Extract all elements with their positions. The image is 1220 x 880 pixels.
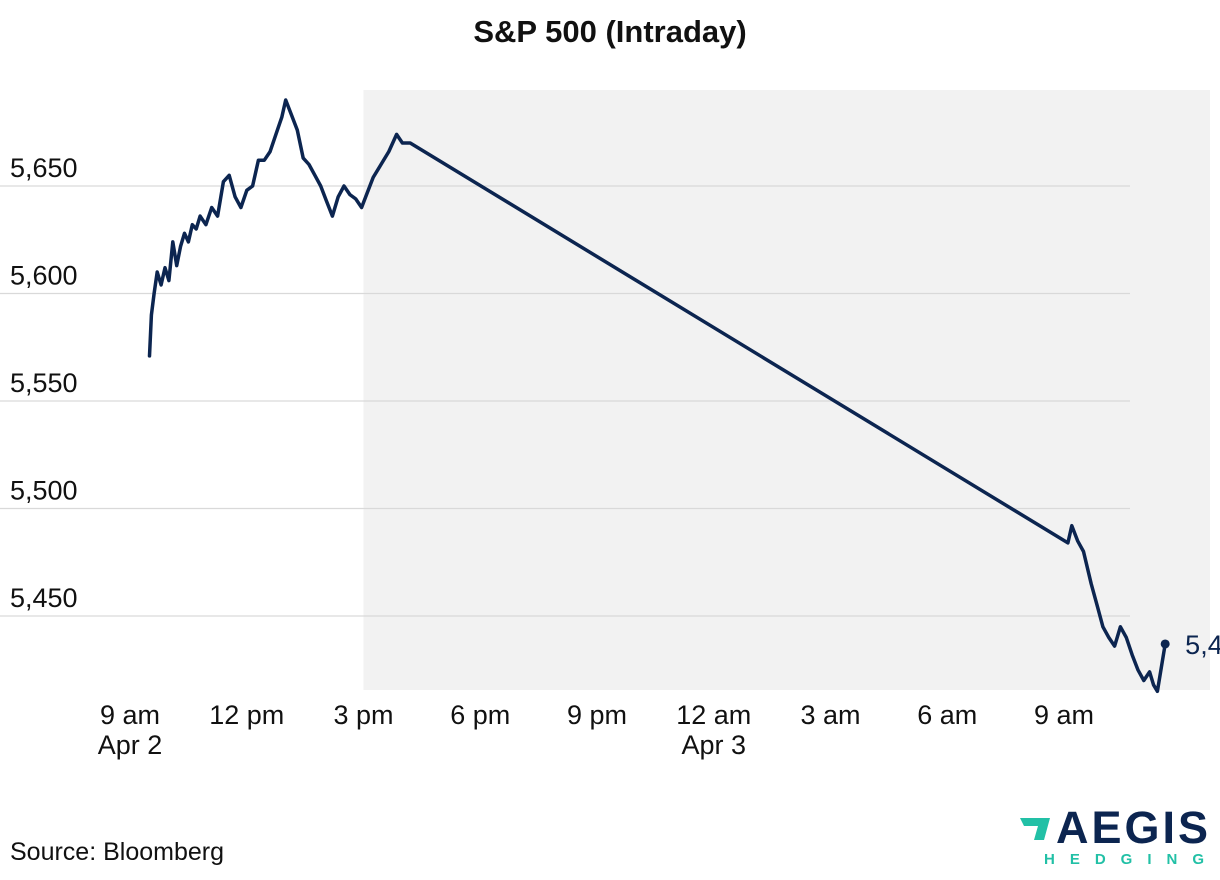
- logo-wordmark: AEGIS: [1056, 802, 1212, 853]
- chart-title: S&P 500 (Intraday): [473, 14, 747, 49]
- y-tick-label: 5,550: [10, 368, 78, 398]
- logo-mark-icon: [1020, 818, 1050, 840]
- y-tick-label: 5,500: [10, 476, 78, 506]
- aegis-hedging-logo: AEGIS HEDGING: [1014, 804, 1214, 874]
- x-tick-label: 6 am: [917, 700, 977, 730]
- y-tick-label: 5,600: [10, 261, 78, 291]
- x-tick-label: 12 am: [676, 700, 751, 730]
- logo-subtitle: HEDGING: [1044, 851, 1220, 868]
- x-tick-label: 9 pm: [567, 700, 627, 730]
- x-tick-sublabel: Apr 3: [681, 730, 746, 760]
- x-tick-label: 6 pm: [450, 700, 510, 730]
- x-tick-sublabel: Apr 2: [98, 730, 163, 760]
- last-value-label: 5,437: [1185, 630, 1220, 660]
- x-tick-label: 3 am: [800, 700, 860, 730]
- after-hours-shading: [363, 90, 1210, 690]
- y-tick-label: 5,450: [10, 583, 78, 613]
- last-value-marker: [1160, 639, 1170, 649]
- series-line-sp500: [147, 98, 1167, 694]
- y-tick-label: 5,650: [10, 153, 78, 183]
- x-tick-label: 3 pm: [333, 700, 393, 730]
- x-tick-label: 9 am: [100, 700, 160, 730]
- x-tick-label: 9 am: [1034, 700, 1094, 730]
- x-tick-label: 12 pm: [209, 700, 284, 730]
- source-note: Source: Bloomberg: [10, 838, 225, 866]
